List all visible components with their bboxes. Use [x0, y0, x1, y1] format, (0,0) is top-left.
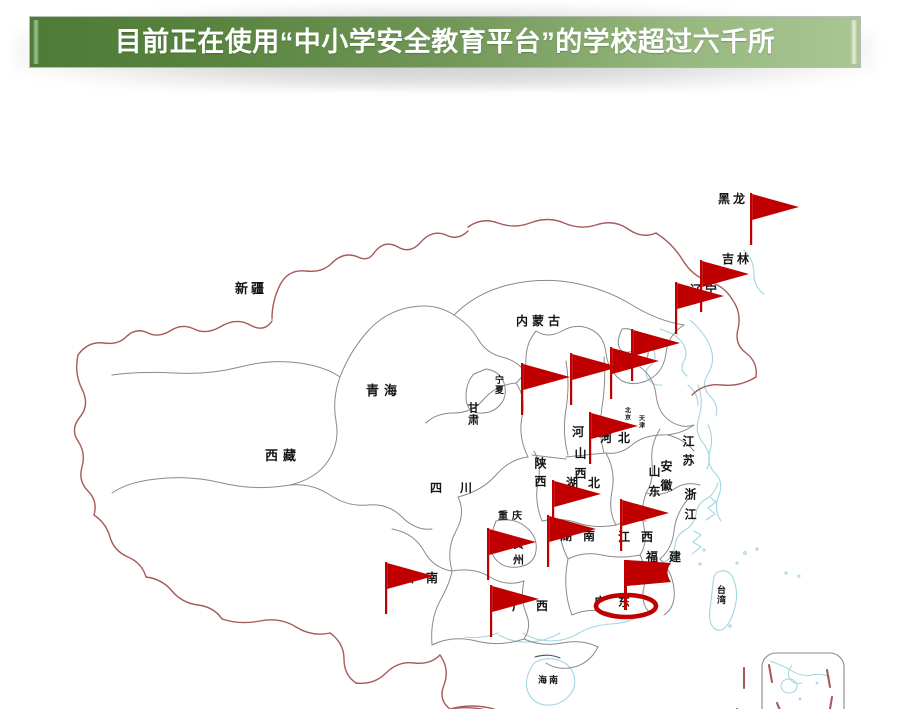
title-banner: 目前正在使用“中小学安全教育平台”的学校超过六千所	[30, 17, 860, 67]
china-map: 新疆 内蒙古 青海 西藏 甘肃 宁夏 陕西 山西 河北 北京 天津 山东 河南 …	[0, 85, 898, 709]
province-label-gansu: 甘肃	[467, 401, 480, 426]
flag-heilongjiang[interactable]	[750, 193, 799, 245]
province-label-anhui: 安徽	[659, 459, 673, 498]
province-label-hubei: 湖北	[566, 475, 610, 490]
province-label-jiangsu: 江苏	[681, 434, 695, 473]
province-label-jilin: 吉林	[722, 251, 752, 266]
province-label-shandong: 山东	[647, 464, 661, 505]
province-borders-layer	[111, 279, 701, 669]
province-label-zhejiang: 浙江	[683, 487, 697, 528]
province-label-neimenggu: 内蒙古	[516, 313, 564, 328]
municipality-label-beijing: 北京	[624, 406, 631, 421]
province-label-heilongjiang: 黑龙	[718, 191, 748, 206]
page-title: 目前正在使用“中小学安全教育平台”的学校超过六千所	[114, 26, 776, 57]
flags-layer	[385, 193, 799, 637]
national-border-layer	[73, 218, 757, 709]
flag-yunnan[interactable]	[385, 562, 434, 614]
south-china-sea-inset	[735, 652, 845, 709]
province-label-xinjiang: 新疆	[235, 281, 267, 297]
province-label-jiangxi: 江西	[618, 529, 664, 544]
province-labels-layer: 新疆 内蒙古 青海 西藏 甘肃 宁夏 陕西 山西 河北 北京 天津 山东 河南 …	[235, 191, 752, 686]
flag-hebei[interactable]	[610, 347, 659, 399]
province-label-fujian: 福建	[645, 549, 692, 564]
province-label-hainan: 海南	[538, 674, 560, 686]
flag-guangdong-highlight[interactable]	[593, 560, 671, 620]
province-label-shanxi: 山西	[573, 446, 587, 487]
province-label-sichuan: 四川	[430, 481, 490, 495]
province-label-ningxia: 宁夏	[493, 374, 505, 395]
province-label-taiwan: 台湾	[715, 584, 726, 605]
province-label-chongqing: 重庆	[498, 509, 526, 522]
province-label-xizang: 西藏	[265, 448, 301, 464]
flag-shaanxi[interactable]	[521, 363, 570, 415]
coastline-layer	[464, 249, 801, 706]
province-label-shaanxi: 陕西	[533, 456, 547, 493]
title-banner-container: 目前正在使用“中小学安全教育平台”的学校超过六千所	[14, 5, 876, 89]
china-map-svg: 新疆 内蒙古 青海 西藏 甘肃 宁夏 陕西 山西 河北 北京 天津 山东 河南 …	[73, 191, 845, 709]
province-label-qinghai: 青海	[366, 383, 402, 399]
municipality-label-tianjin: 天津	[638, 415, 645, 429]
